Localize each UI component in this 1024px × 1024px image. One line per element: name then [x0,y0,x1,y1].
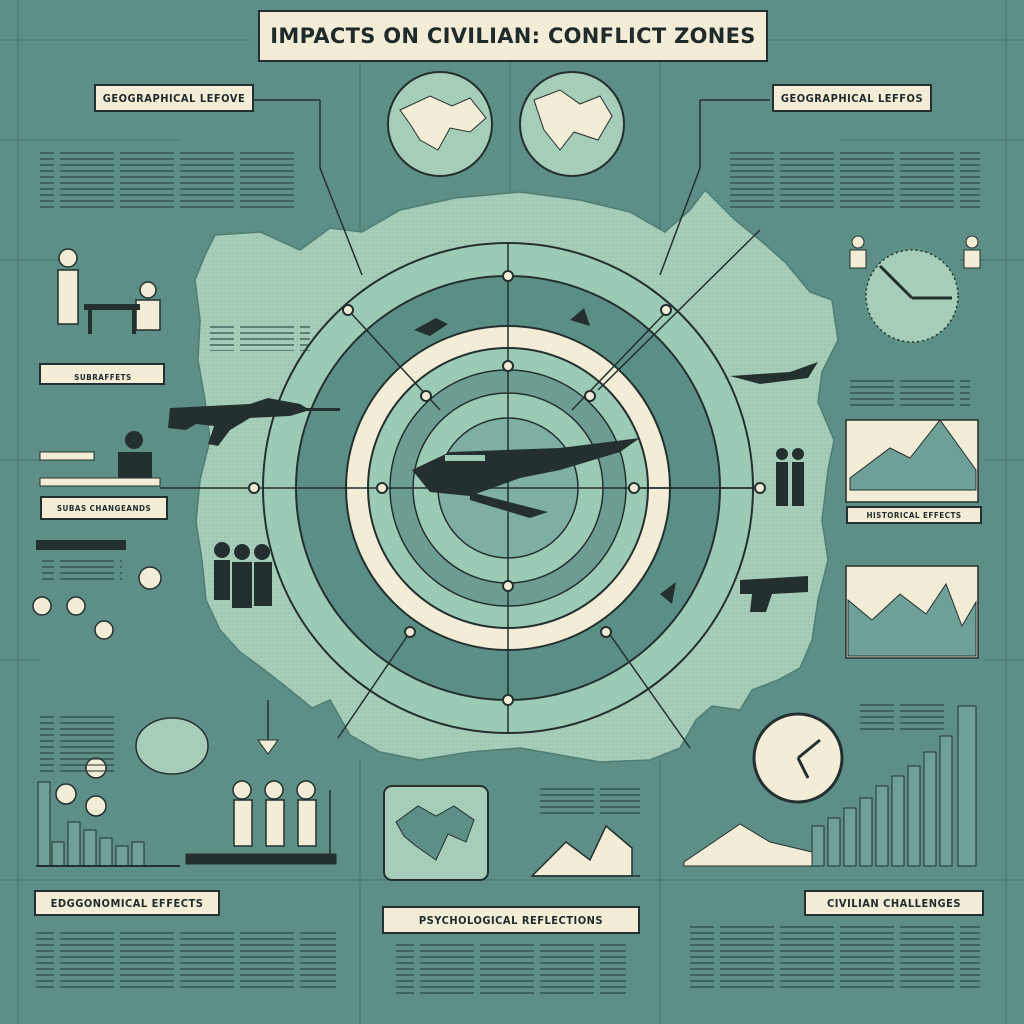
rifle-icon [168,398,340,446]
left-subtitle-1: SUBRAFFETS [74,372,132,382]
civilian-challenges-label: CIVILIAN CHALLENGES [804,890,984,916]
geographical-label-right: GEOGRAPHICAL LEFFOS [772,84,932,112]
clock-icon [752,249,959,804]
small-globe-icon [32,566,209,817]
right-subtitle: HISTORICAL EFFECTS [846,506,982,524]
aircraft-icon-small [414,308,818,604]
aircraft-icon [412,438,640,518]
geographical-label-left: GEOGRAPHICAL LEFOVE [94,84,254,112]
text-blocks [36,150,980,994]
world-map-panel [383,785,489,881]
bar-chart-right [683,705,977,867]
globe-icon [387,71,625,177]
mountain-chart-right [845,419,979,659]
bar-chart-left [36,781,337,867]
mountain-chart-center [530,824,640,877]
left-subtitle-2: SUBAS CHANGEANDS [40,496,168,520]
target-rings [260,242,756,734]
pistol-icon [740,576,808,612]
psychological-reflections-label: PSYCHOLOGICAL REFLECTIONS [382,906,640,934]
economical-effects-label: EDGGONOMICAL EFFECTS [34,890,220,916]
people-icon [39,235,981,847]
page-title: IMPACTS ON CIVILIAN: CONFLICT ZONES [258,10,768,62]
connector-nodes [248,270,766,706]
connector-lines [160,99,770,749]
